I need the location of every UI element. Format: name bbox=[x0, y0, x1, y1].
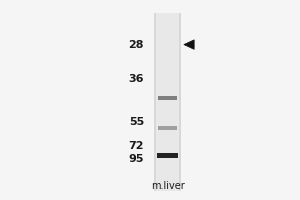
Bar bbox=[158, 126, 177, 130]
Bar bbox=[154, 12, 181, 191]
Bar bbox=[158, 96, 177, 100]
Bar bbox=[158, 153, 178, 158]
Bar bbox=[154, 12, 156, 191]
Text: 95: 95 bbox=[129, 154, 144, 164]
Text: 72: 72 bbox=[129, 141, 144, 151]
Text: 28: 28 bbox=[129, 40, 144, 50]
Polygon shape bbox=[184, 40, 194, 49]
Text: 55: 55 bbox=[129, 117, 144, 127]
Text: m.liver: m.liver bbox=[151, 181, 184, 191]
Bar bbox=[179, 12, 181, 191]
Text: 36: 36 bbox=[129, 74, 144, 84]
